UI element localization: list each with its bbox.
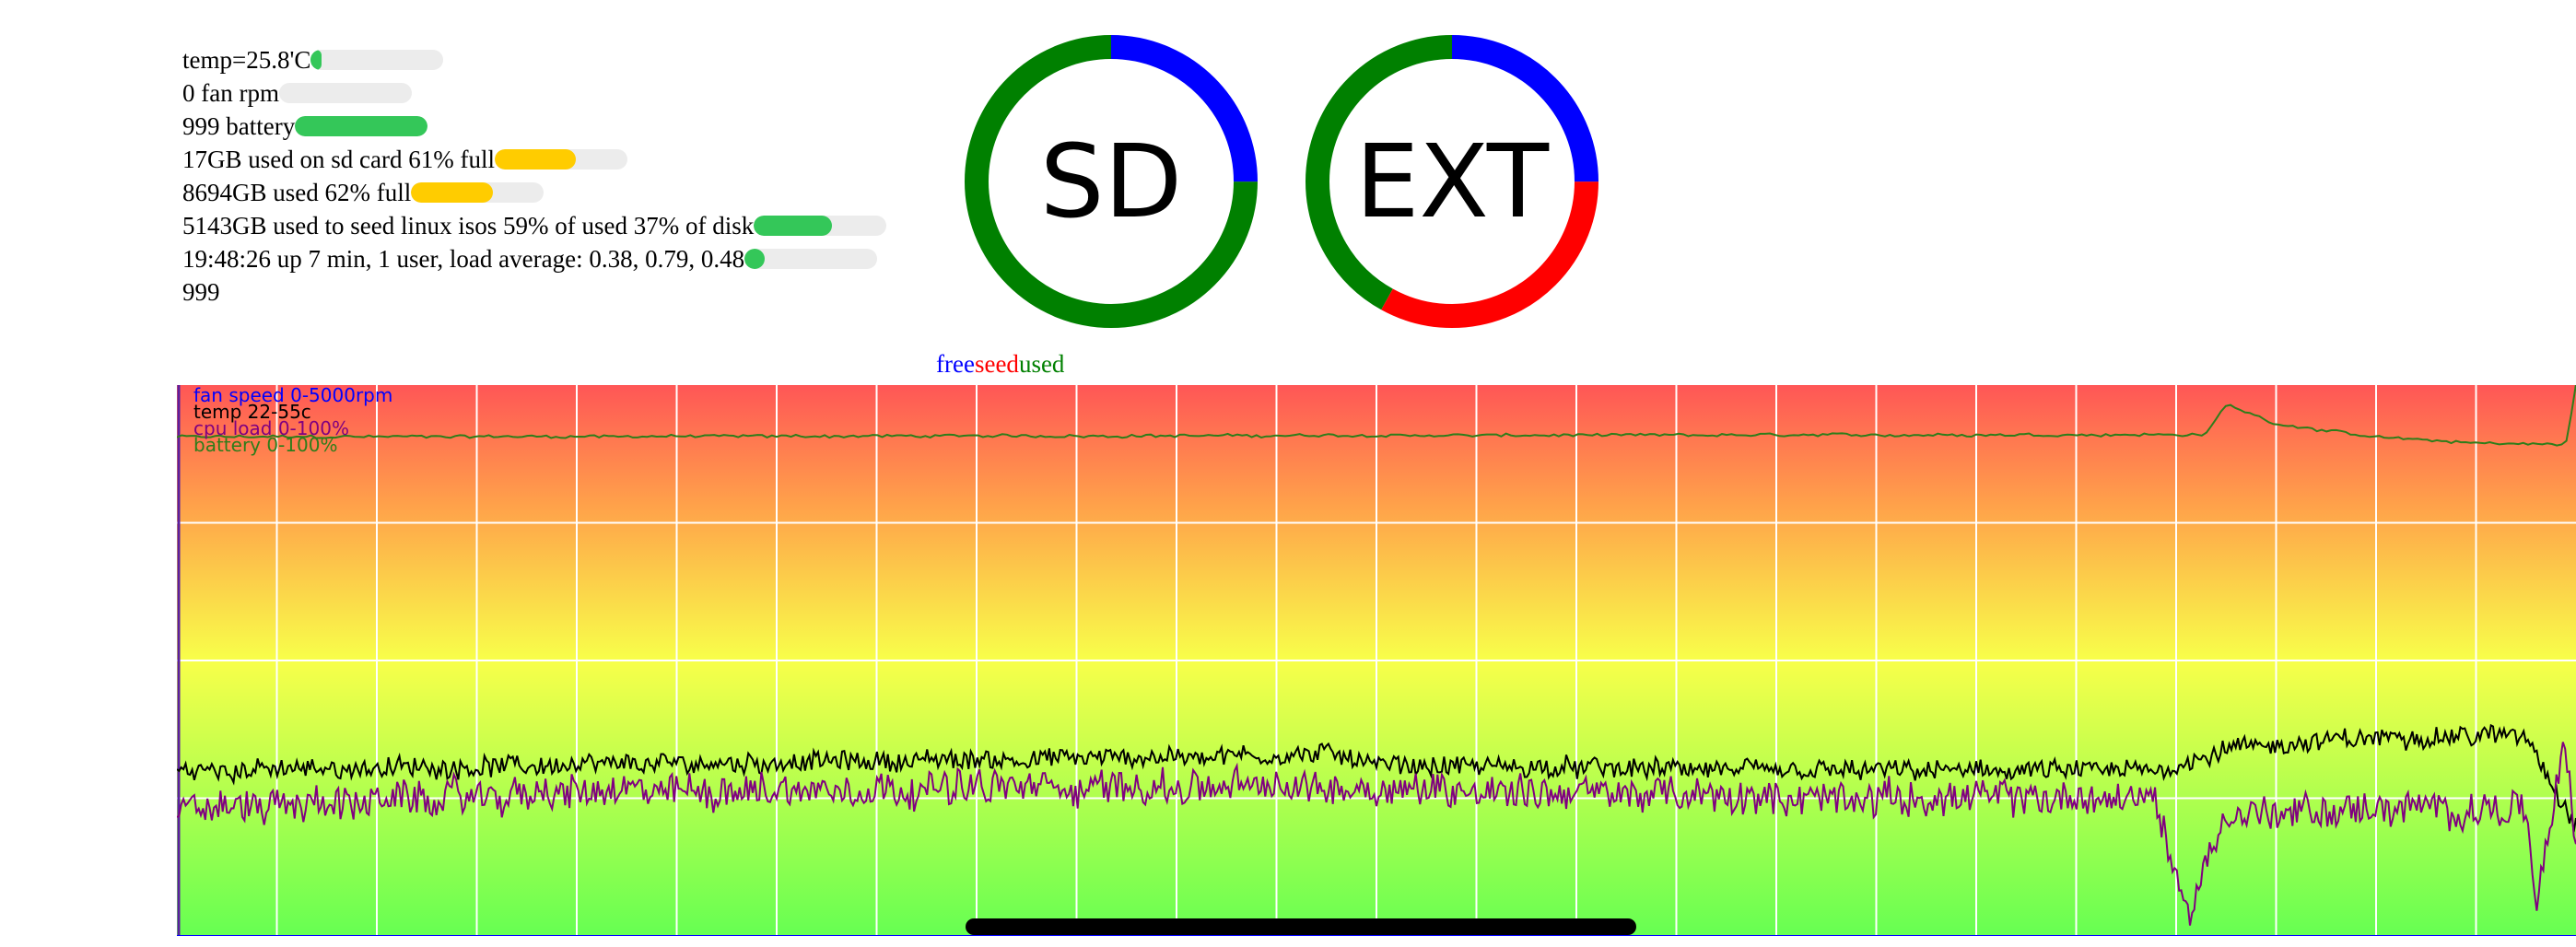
sd-card-status: 17GB used on sd card 61% full [182,143,886,176]
sd-card-text: 17GB used on sd card 61% full [182,145,495,173]
ext-ring-free-arc [1306,35,1598,328]
ext-ring-seed-arc [1306,35,1598,328]
temperature-status: temp=25.8'C [182,43,886,76]
disk-bar [411,182,544,203]
disk-bar-fill [411,182,494,203]
sd-usage-ring: SD [964,34,1259,329]
chart-series [177,385,2576,936]
ext-usage-ring: EXT [1305,34,1599,329]
legend-fan: fan speed 0-5000rpm [193,385,392,406]
ext-ring-label: EXT [1354,123,1550,240]
seed-text: 5143GB used to seed linux isos 59% of us… [182,211,755,240]
sd-ring-label: SD [1039,123,1183,240]
uptime-bar [744,249,878,269]
chart-legend: fan speed 0-5000rpm temp 22-55c cpu load… [193,385,392,456]
legend-battery: battery 0-100% [193,434,337,456]
ring-legend-seed: seed [974,350,1019,378]
fan-text: 0 fan rpm [182,78,279,107]
uptime-status: 19:48:26 up 7 min, 1 user, load average:… [182,242,886,275]
sd-ring-free-arc [965,35,1258,328]
temperature-text: temp=25.8'C [182,45,311,74]
sd-ring-graphic [965,35,1258,328]
series-line-cpu [177,742,2576,926]
temperature-bar [310,50,444,70]
legend-temp: temp 22-55c [193,401,311,423]
disk-text: 8694GB used 62% full [182,178,412,206]
chart-grid [177,385,2576,936]
sd-card-bar-fill [494,149,576,170]
ring-legend-free: free [936,350,975,378]
uptime-bar-fill [744,249,766,269]
seed-bar-fill [754,216,833,236]
battery-bar [295,116,428,136]
extra-text: 999 [182,277,220,306]
stats-panel: temp=25.8'C 0 fan rpm 999 battery 17GB u… [182,43,887,309]
ring-legend-used: used [1018,350,1065,378]
disk-status: 8694GB used 62% full [182,176,886,209]
battery-text: 999 battery [182,111,296,140]
history-chart: fan speed 0-5000rpm temp 22-55c cpu load… [177,385,2576,936]
seed-status: 5143GB used to seed linux isos 59% of us… [182,209,887,242]
extra-status: 999 [182,275,886,309]
battery-bar-fill [295,116,428,136]
ring-legend: freeseedused [936,350,1064,379]
fan-bar [278,83,412,103]
home-indicator[interactable] [966,918,1636,935]
ext-ring-graphic [1306,35,1598,328]
legend-cpu: cpu load 0-100% [193,417,349,439]
battery-status: 999 battery [182,110,886,143]
uptime-text: 19:48:26 up 7 min, 1 user, load average:… [182,244,745,273]
seed-bar [754,216,887,236]
history-chart-svg: fan speed 0-5000rpm temp 22-55c cpu load… [177,385,2576,936]
fan-status: 0 fan rpm [182,76,886,110]
sd-card-bar [494,149,627,170]
temperature-bar-fill [310,50,322,70]
series-line-battery [177,385,2576,447]
series-line-temp [177,723,2576,833]
